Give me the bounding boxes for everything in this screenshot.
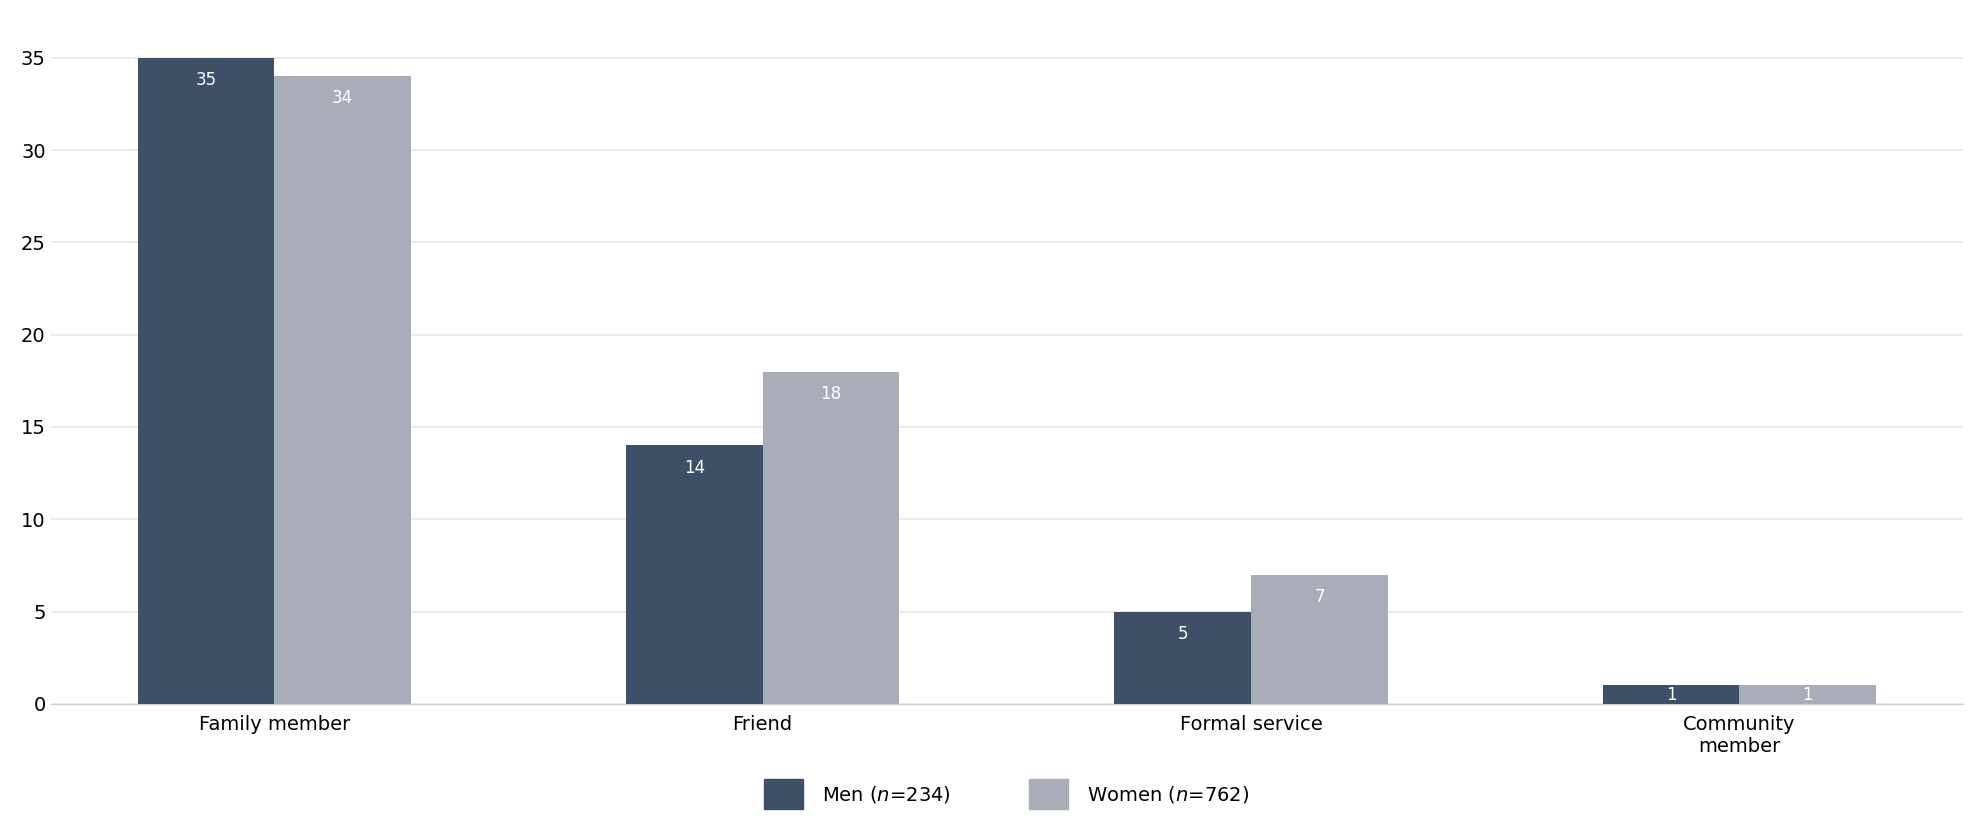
- Bar: [274, 76, 411, 704]
- Bar: [1740, 686, 1877, 704]
- Text: 5: 5: [1177, 625, 1188, 642]
- Bar: [762, 372, 899, 704]
- Text: 7: 7: [1313, 588, 1325, 606]
- Bar: [1603, 686, 1740, 704]
- Bar: [1252, 574, 1389, 704]
- Text: 35: 35: [194, 71, 216, 89]
- Bar: [1115, 612, 1252, 704]
- Legend: Men ($n$=234), Women ($n$=762): Men ($n$=234), Women ($n$=762): [756, 771, 1258, 817]
- Bar: [625, 446, 762, 704]
- Text: 1: 1: [1667, 686, 1676, 704]
- Text: 18: 18: [821, 385, 841, 403]
- Text: 14: 14: [684, 458, 704, 476]
- Text: 1: 1: [1803, 686, 1813, 704]
- Text: 34: 34: [331, 90, 353, 107]
- Bar: [137, 58, 274, 704]
